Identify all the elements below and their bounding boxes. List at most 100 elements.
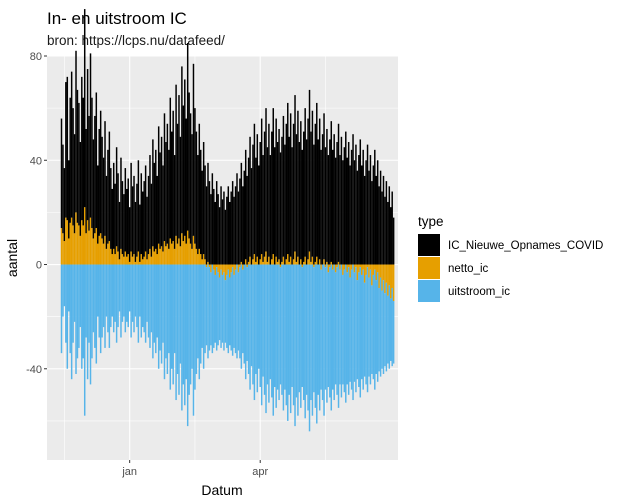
bar-netto-ic xyxy=(231,264,234,268)
bar-uitstroom-ic xyxy=(253,264,256,401)
bar-netto-ic xyxy=(256,256,259,265)
bar-uitstroom-ic xyxy=(184,264,186,406)
bar-netto-ic xyxy=(263,256,266,265)
legend: type IC_Nieuwe_Opnames_COVID netto_ic ui… xyxy=(418,214,603,302)
bar-netto-ic xyxy=(391,264,393,288)
bar-ic-nieuwe-opnames xyxy=(114,183,116,255)
bar-ic-nieuwe-opnames xyxy=(246,175,248,265)
bar-netto-ic xyxy=(144,251,147,265)
bar-ic-nieuwe-opnames xyxy=(345,131,347,265)
bar-ic-nieuwe-opnames xyxy=(188,92,190,239)
legend-title: type xyxy=(418,214,444,229)
bar-uitstroom-ic xyxy=(256,264,259,393)
bar-uitstroom-ic xyxy=(378,287,380,372)
bar-netto-ic xyxy=(285,259,288,265)
bar-uitstroom-ic xyxy=(318,264,321,411)
bar-ic-nieuwe-opnames xyxy=(140,173,143,255)
bar-uitstroom-ic xyxy=(99,264,102,354)
bar-ic-nieuwe-opnames xyxy=(323,113,325,260)
bar-netto-ic xyxy=(81,220,83,265)
bar-ic-nieuwe-opnames xyxy=(294,95,296,252)
bar-uitstroom-ic xyxy=(350,269,353,390)
bar-ic-nieuwe-opnames xyxy=(60,118,63,229)
bar-ic-nieuwe-opnames xyxy=(76,89,79,223)
bar-uitstroom-ic xyxy=(358,272,360,388)
bar-ic-nieuwe-opnames xyxy=(304,108,306,257)
bar-ic-nieuwe-opnames xyxy=(111,188,114,255)
bar-netto-ic xyxy=(195,248,198,265)
bar-uitstroom-ic xyxy=(89,264,92,385)
bar-ic-nieuwe-opnames xyxy=(214,201,216,265)
bar-netto-ic xyxy=(127,254,129,265)
bar-uitstroom-ic xyxy=(149,264,151,348)
y-tick-label: -40 xyxy=(26,364,42,376)
bar-netto-ic xyxy=(192,235,195,265)
bar-ic-nieuwe-opnames xyxy=(223,191,225,265)
bar-uitstroom-ic xyxy=(313,267,315,393)
bar-ic-nieuwe-opnames xyxy=(191,134,193,249)
bar-ic-nieuwe-opnames xyxy=(62,144,64,234)
bar-uitstroom-ic xyxy=(102,264,105,328)
bar-ic-nieuwe-opnames xyxy=(250,168,253,265)
bar-uitstroom-ic xyxy=(126,264,128,322)
bar-ic-nieuwe-opnames xyxy=(69,97,71,223)
bar-netto-ic xyxy=(163,241,166,265)
bar-uitstroom-ic xyxy=(239,267,241,359)
bar-ic-nieuwe-opnames xyxy=(388,186,391,265)
bars-layer xyxy=(60,9,395,432)
bar-uitstroom-ic xyxy=(128,264,131,312)
bar-netto-ic xyxy=(295,261,298,265)
bar-uitstroom-ic xyxy=(279,267,282,385)
bar-ic-nieuwe-opnames xyxy=(378,186,380,265)
bar-uitstroom-ic xyxy=(250,264,253,367)
bar-ic-nieuwe-opnames xyxy=(176,123,179,244)
bar-uitstroom-ic xyxy=(260,264,263,406)
bar-netto-ic xyxy=(191,248,193,265)
bar-ic-nieuwe-opnames xyxy=(362,149,364,265)
bar-netto-ic xyxy=(302,261,305,265)
bar-netto-ic xyxy=(168,248,170,265)
bar-netto-ic xyxy=(108,241,111,265)
bar-uitstroom-ic xyxy=(182,264,185,385)
bar-ic-nieuwe-opnames xyxy=(391,191,393,265)
bar-ic-nieuwe-opnames xyxy=(91,97,93,229)
bar-uitstroom-ic xyxy=(360,274,363,380)
bar-uitstroom-ic xyxy=(162,264,164,343)
bar-ic-nieuwe-opnames xyxy=(178,95,180,239)
bar-ic-nieuwe-opnames xyxy=(152,139,154,247)
bar-netto-ic xyxy=(255,261,257,265)
bar-netto-ic xyxy=(311,256,314,265)
bar-netto-ic xyxy=(307,259,309,265)
legend-key-netto-ic xyxy=(418,257,440,279)
bar-ic-nieuwe-opnames xyxy=(233,196,235,265)
bar-ic-nieuwe-opnames xyxy=(376,160,379,265)
bar-uitstroom-ic xyxy=(97,264,99,317)
bar-ic-nieuwe-opnames xyxy=(70,71,73,218)
bar-uitstroom-ic xyxy=(65,264,67,343)
bar-netto-ic xyxy=(115,246,118,265)
bar-netto-ic xyxy=(287,254,289,265)
bar-netto-ic xyxy=(72,225,74,265)
bar-uitstroom-ic xyxy=(314,264,317,408)
bar-netto-ic xyxy=(365,264,367,275)
bar-uitstroom-ic xyxy=(349,277,351,382)
bar-ic-nieuwe-opnames xyxy=(182,105,185,242)
bar-ic-nieuwe-opnames xyxy=(173,155,176,249)
bar-netto-ic xyxy=(227,264,230,270)
bar-netto-ic xyxy=(368,264,370,278)
bar-ic-nieuwe-opnames xyxy=(242,186,244,265)
bar-netto-ic xyxy=(204,259,206,265)
bar-ic-nieuwe-opnames xyxy=(81,76,83,221)
bar-ic-nieuwe-opnames xyxy=(204,165,206,260)
bar-ic-nieuwe-opnames xyxy=(287,102,289,255)
bar-uitstroom-ic xyxy=(78,264,80,348)
bar-netto-ic xyxy=(221,264,224,275)
bar-uitstroom-ic xyxy=(336,267,338,395)
bar-netto-ic xyxy=(240,261,243,265)
bar-uitstroom-ic xyxy=(76,264,79,359)
bar-uitstroom-ic xyxy=(88,264,90,343)
bar-ic-nieuwe-opnames xyxy=(255,157,257,262)
bar-netto-ic xyxy=(372,264,375,275)
bar-ic-nieuwe-opnames xyxy=(234,186,237,265)
bar-ic-nieuwe-opnames xyxy=(337,123,340,262)
